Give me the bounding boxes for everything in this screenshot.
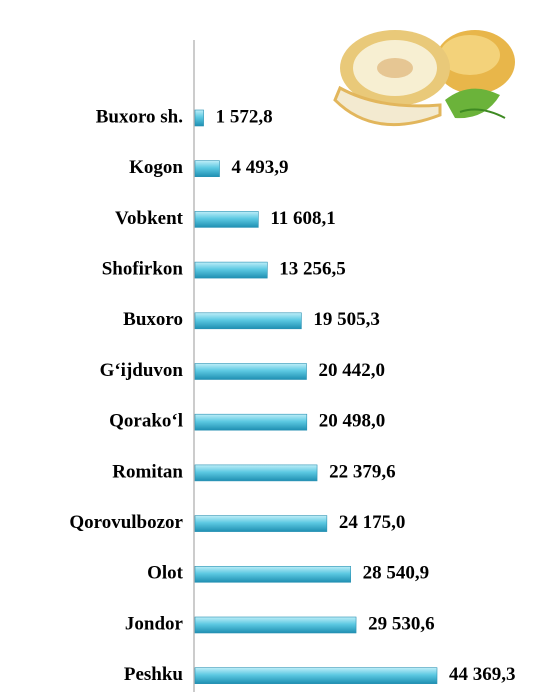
value-label: 22 379,6 — [329, 461, 396, 482]
bar — [195, 516, 327, 532]
bar — [195, 110, 204, 126]
value-label: 20 498,0 — [319, 411, 386, 432]
category-label: Buxoro — [123, 309, 183, 330]
value-label: 1 572,8 — [216, 106, 273, 127]
value-label: 24 175,0 — [339, 512, 406, 533]
value-label: 20 442,0 — [318, 360, 385, 381]
category-label: Kogon — [129, 157, 183, 178]
category-label: Vobkent — [115, 208, 184, 229]
bar — [195, 313, 301, 329]
bar — [195, 465, 317, 481]
category-label: Qorako‘l — [109, 411, 183, 432]
category-label: Peshku — [124, 664, 184, 685]
value-label: 11 608,1 — [270, 208, 335, 229]
bar — [195, 364, 306, 380]
value-label: 4 493,9 — [232, 157, 289, 178]
bar — [195, 668, 437, 684]
category-label: Jondor — [125, 613, 184, 634]
value-label: 29 530,6 — [368, 613, 435, 634]
bar — [195, 617, 356, 633]
chart: Buxoro sh. 1 572,8 Kogon 4 493,9 Vobkent 11 6… — [0, 0, 548, 692]
category-label: Buxoro sh. — [96, 106, 183, 127]
bar — [195, 262, 267, 278]
bar — [195, 566, 351, 582]
value-label: 44 369,3 — [449, 664, 516, 685]
category-label: Romitan — [112, 461, 183, 482]
bar — [195, 211, 258, 227]
category-label: Qorovulbozor — [69, 512, 183, 533]
category-label: Olot — [147, 563, 184, 584]
value-label: 28 540,9 — [363, 563, 430, 584]
category-label: G‘ijduvon — [100, 360, 184, 381]
value-label: 13 256,5 — [279, 258, 346, 279]
value-label: 19 505,3 — [313, 309, 380, 330]
bar — [195, 414, 307, 430]
melon-illustration — [335, 30, 515, 125]
category-label: Shofirkon — [102, 258, 184, 279]
bar — [195, 161, 220, 177]
